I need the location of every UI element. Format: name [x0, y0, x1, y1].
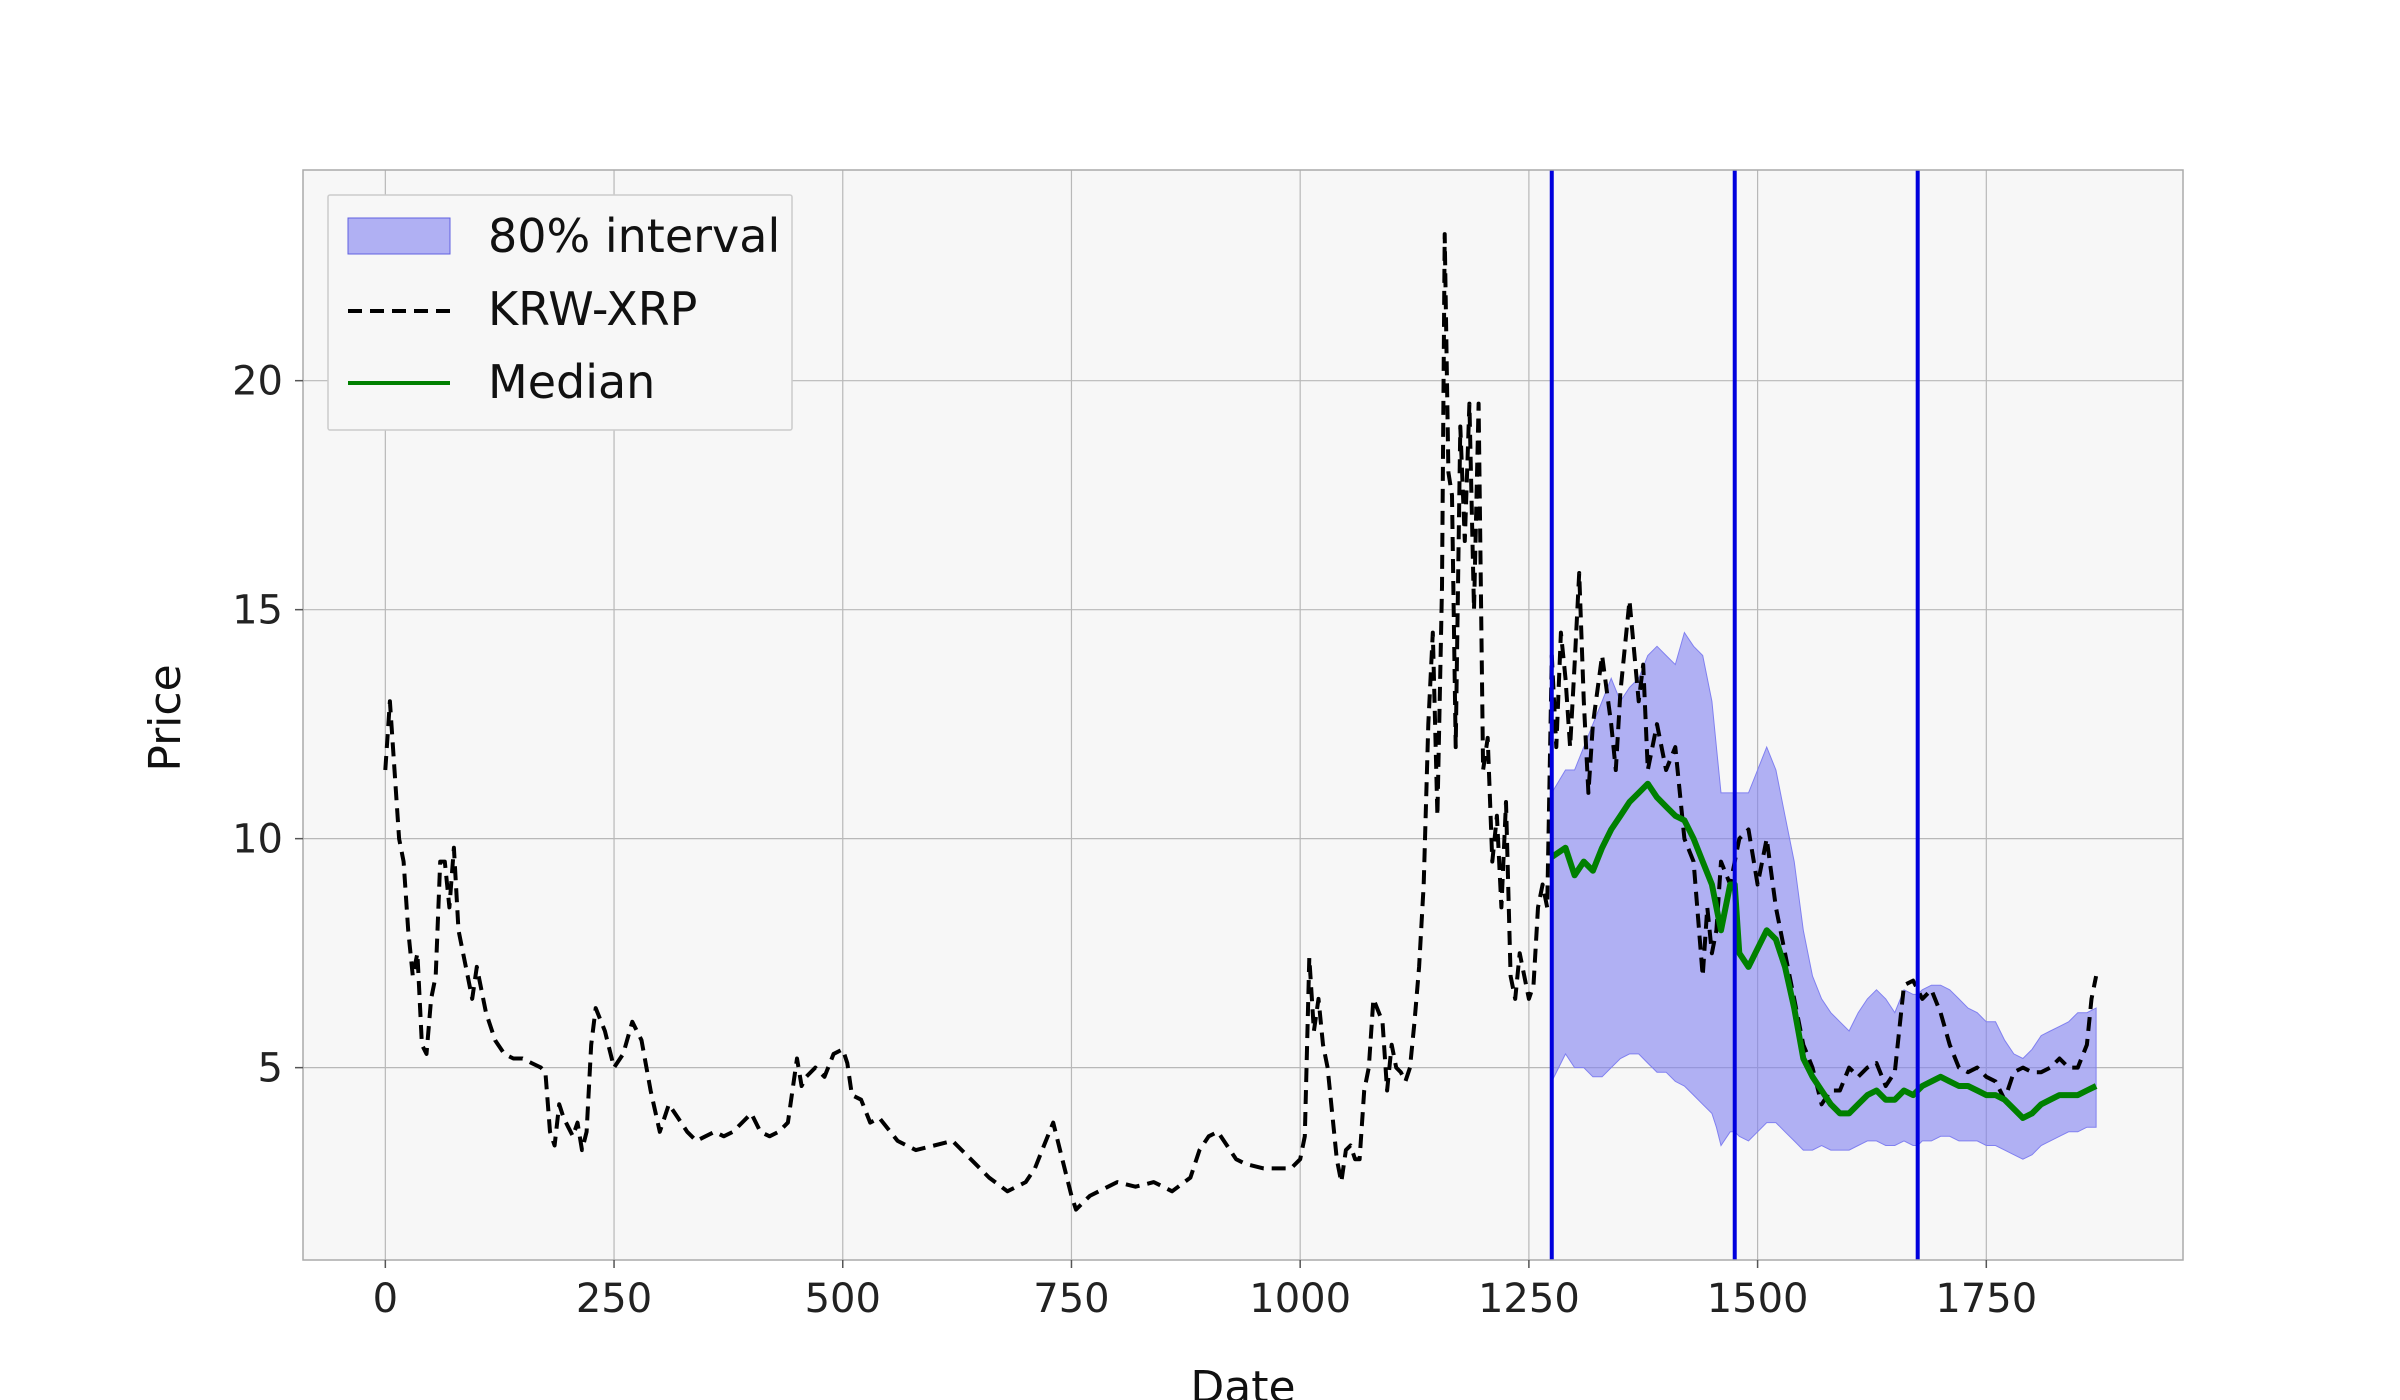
forecast-vline-layer: [1549, 170, 1920, 1260]
y-tick-label-2: 15: [232, 588, 283, 634]
legend-label-interval: 80% interval: [488, 209, 780, 263]
x-tick-label-2: 500: [805, 1276, 881, 1322]
plot-frame: [302, 169, 2184, 1261]
y-tick-label-1: 10: [232, 817, 283, 863]
legend-label-actual: KRW-XRP: [488, 282, 697, 336]
y-axis-label: Price: [140, 664, 191, 771]
legend-label-median: Median: [488, 355, 655, 409]
legend-swatch-interval: [347, 217, 451, 255]
tick-layer: 0 250 500 750 1000 1250 1500 1750 5 10 15 20: [232, 359, 2037, 1322]
legend: 80% interval KRW-XRP Median: [327, 194, 793, 431]
x-tick-label-4: 1000: [1249, 1276, 1351, 1322]
y-tick-label-3: 20: [232, 359, 283, 405]
y-tick-label-0: 5: [258, 1046, 283, 1092]
x-tick-label-1: 250: [576, 1276, 652, 1322]
x-tick-label-3: 750: [1033, 1276, 1109, 1322]
series-line-median: [1550, 780, 2098, 1121]
series-line-actual: [383, 232, 2099, 1212]
x-tick-label-7: 1750: [1935, 1276, 2037, 1322]
x-tick-label-5: 1250: [1478, 1276, 1580, 1322]
series-line-layer: [383, 232, 2099, 1212]
x-tick-label-6: 1500: [1707, 1276, 1809, 1322]
x-tick-label-0: 0: [373, 1276, 398, 1322]
x-axis-label: Date: [1190, 1362, 1295, 1400]
